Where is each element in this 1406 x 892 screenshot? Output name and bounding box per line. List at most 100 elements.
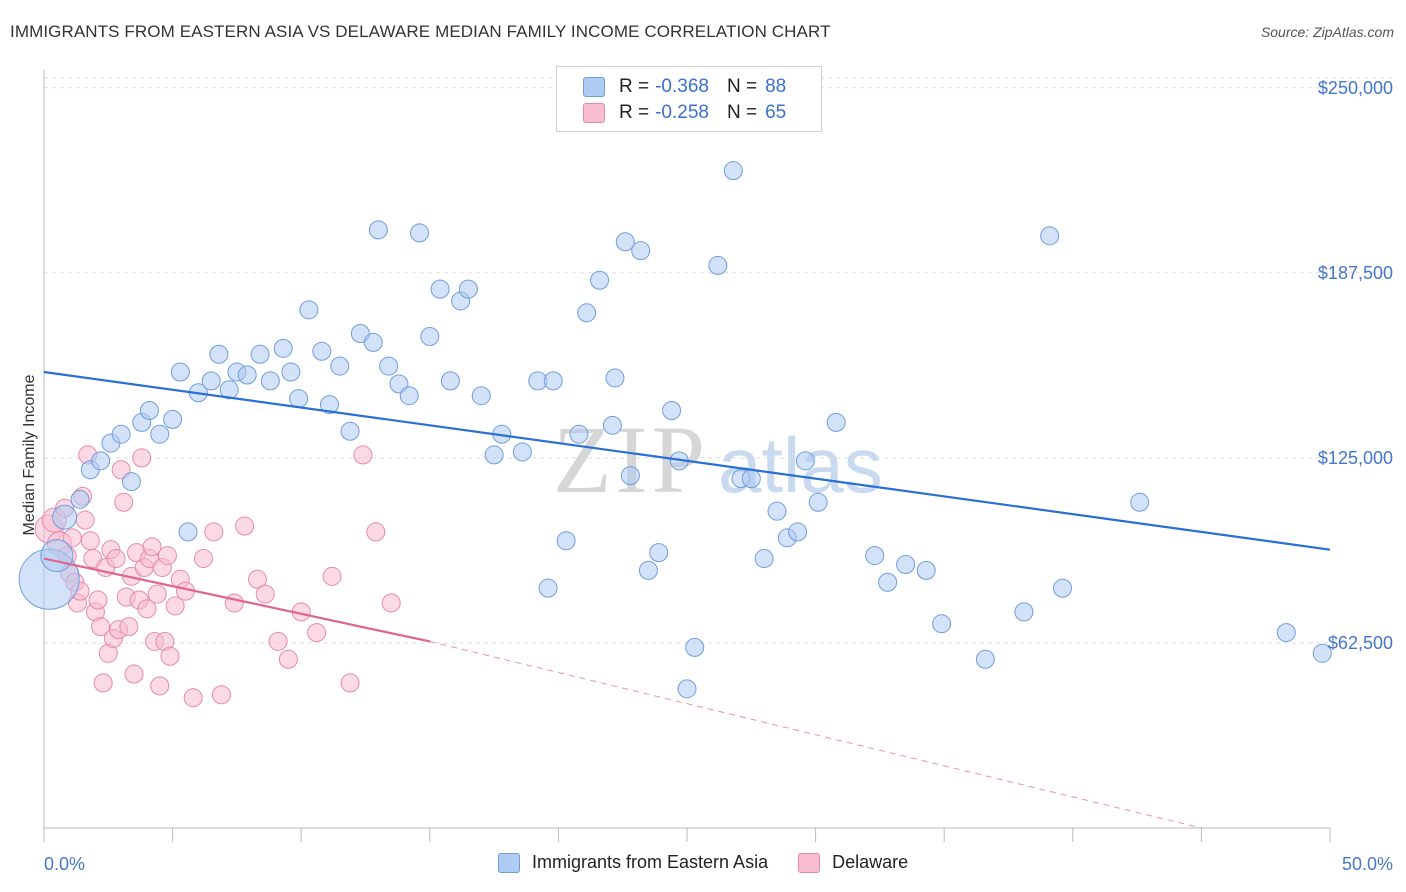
blue-swatch	[583, 77, 605, 97]
legend-label: Delaware	[832, 852, 909, 872]
delaware-point	[132, 448, 152, 468]
blue-swatch	[498, 852, 520, 873]
delaware-point	[160, 646, 180, 666]
eastern-asia-point	[299, 300, 319, 320]
eastern-asia-point	[878, 572, 898, 592]
correlation-legend: R = -0.368 N = 88 R = -0.258 N = 65	[556, 66, 822, 132]
eastern-asia-point	[615, 232, 635, 252]
eastern-asia-points	[18, 161, 1332, 699]
delaware-point	[124, 664, 144, 684]
eastern-asia-point	[219, 380, 239, 400]
eastern-asia-point	[808, 492, 828, 512]
legend-row-pink: R = -0.258 N = 65	[583, 102, 786, 124]
legend-item-delaware: Delaware	[798, 852, 908, 873]
delaware-point	[366, 522, 386, 542]
eastern-asia-point	[319, 395, 339, 415]
eastern-asia-point	[577, 303, 597, 323]
eastern-asia-point	[440, 371, 460, 391]
series-legend: Immigrants from Eastern Asia Delaware	[498, 852, 938, 873]
eastern-asia-point	[723, 161, 743, 181]
eastern-asia-point	[170, 362, 190, 382]
n-value: 65	[765, 102, 787, 123]
eastern-asia-point	[273, 338, 293, 358]
delaware-point	[307, 623, 327, 643]
source-label: Source: ZipAtlas.com	[1260, 24, 1394, 40]
pink-swatch	[798, 852, 821, 873]
y-tick-label: $250,000	[1318, 78, 1393, 98]
eastern-asia-point	[289, 389, 309, 409]
eastern-asia-point	[150, 424, 170, 444]
eastern-asia-point	[708, 255, 728, 275]
delaware-trend-extension	[429, 640, 1202, 829]
eastern-asia-trend-line	[43, 370, 1331, 551]
eastern-asia-point	[677, 679, 697, 699]
eastern-asia-point	[631, 241, 651, 261]
eastern-asia-point	[1312, 643, 1332, 663]
eastern-asia-point	[1130, 492, 1150, 512]
delaware-point	[247, 569, 267, 589]
delaware-point	[204, 522, 224, 542]
r-label: R =	[619, 102, 650, 123]
watermark: ZIP atlas	[553, 406, 883, 513]
eastern-asia-point	[685, 637, 705, 657]
eastern-asia-point	[754, 549, 774, 569]
delaware-point	[165, 596, 185, 616]
y-tick-label: $187,500	[1318, 263, 1393, 283]
delaware-point	[114, 492, 134, 512]
delaware-trend-line	[43, 557, 431, 643]
chart-title: IMMIGRANTS FROM EASTERN ASIA VS DELAWARE…	[10, 22, 831, 41]
y-axis-label: Median Family Income	[21, 374, 38, 535]
eastern-asia-point	[201, 371, 221, 391]
eastern-asia-point	[826, 412, 846, 432]
eastern-asia-point	[40, 539, 74, 573]
eastern-asia-point	[569, 424, 589, 444]
eastern-asia-point	[430, 279, 450, 299]
eastern-asia-point	[363, 332, 383, 352]
eastern-asia-point	[163, 409, 183, 429]
eastern-asia-point	[111, 424, 131, 444]
eastern-asia-point	[932, 614, 952, 634]
delaware-point	[255, 584, 275, 604]
eastern-asia-point	[741, 469, 761, 489]
delaware-point	[211, 685, 231, 705]
delaware-point	[268, 631, 288, 651]
y-tick-label: $125,000	[1318, 448, 1393, 468]
axes	[43, 70, 1331, 842]
eastern-asia-point	[602, 415, 622, 435]
eastern-asia-point	[178, 522, 198, 542]
eastern-asia-point	[139, 401, 159, 421]
eastern-asia-point	[410, 223, 430, 243]
delaware-point	[75, 510, 95, 530]
eastern-asia-point	[70, 489, 90, 509]
eastern-asia-point	[281, 362, 301, 382]
eastern-asia-point	[865, 546, 885, 566]
r-value: -0.368	[655, 76, 709, 97]
delaware-point	[142, 537, 162, 557]
delaware-point	[353, 445, 373, 465]
delaware-point	[340, 673, 360, 693]
delaware-point	[150, 676, 170, 696]
eastern-asia-point	[512, 442, 532, 462]
delaware-point	[119, 617, 139, 637]
delaware-point	[93, 673, 113, 693]
delaware-points	[34, 445, 401, 708]
legend-label: Immigrants from Eastern Asia	[532, 852, 769, 872]
eastern-asia-point	[916, 560, 936, 580]
eastern-asia-point	[250, 344, 270, 364]
eastern-asia-point	[590, 270, 610, 290]
eastern-asia-point	[312, 341, 332, 361]
eastern-asia-point	[1276, 623, 1296, 643]
eastern-asia-point	[975, 649, 995, 669]
legend-item-eastern-asia: Immigrants from Eastern Asia	[498, 852, 768, 873]
n-label: N =	[726, 102, 758, 123]
eastern-asia-point	[368, 220, 388, 240]
delaware-point	[157, 546, 177, 566]
delaware-point	[88, 590, 108, 610]
delaware-point	[137, 599, 157, 619]
trend-lines	[43, 370, 1331, 829]
eastern-asia-point	[237, 365, 257, 385]
r-value: -0.258	[655, 102, 709, 123]
eastern-asia-point	[399, 386, 419, 406]
eastern-asia-point	[767, 501, 787, 521]
